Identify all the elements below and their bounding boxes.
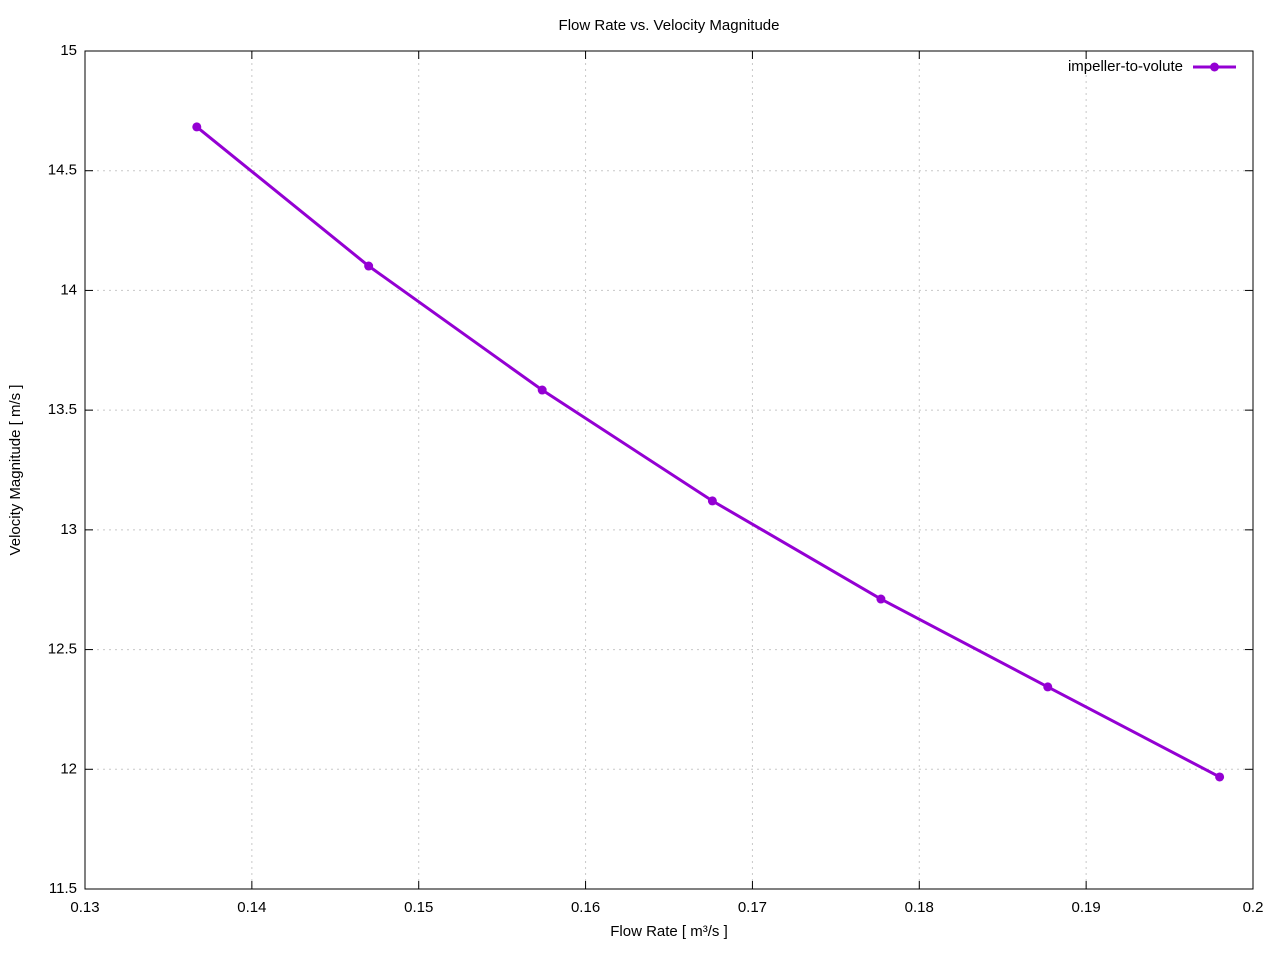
x-tick-label: 0.15 — [404, 899, 433, 916]
data-point — [1215, 772, 1225, 782]
x-tick-label: 0.13 — [70, 899, 99, 916]
data-point — [364, 261, 374, 271]
data-point — [707, 496, 717, 506]
y-tick-label: 15 — [60, 42, 77, 59]
x-tick-label: 0.16 — [571, 899, 600, 916]
x-tick-label: 0.14 — [237, 899, 266, 916]
legend-marker — [1210, 62, 1219, 72]
x-axis-label: Flow Rate [ m³/s ] — [610, 923, 728, 940]
x-tick-label: 0.2 — [1243, 899, 1264, 916]
data-point — [192, 122, 202, 132]
y-tick-label: 14.5 — [48, 162, 77, 179]
plot-frame — [84, 50, 1254, 890]
data-point — [876, 594, 886, 604]
x-tick-label: 0.19 — [1072, 899, 1101, 916]
y-tick-label: 13.5 — [48, 401, 77, 418]
y-tick-label: 12 — [60, 760, 77, 777]
y-tick-label: 13 — [60, 521, 77, 538]
y-tick-label: 11.5 — [49, 880, 77, 897]
data-point — [537, 385, 547, 395]
y-tick-label: 14 — [60, 281, 77, 298]
legend-label: impeller-to-volute — [1068, 58, 1183, 75]
y-tick-label: 12.5 — [48, 641, 77, 658]
x-tick-label: 0.17 — [738, 899, 767, 916]
x-tick-label: 0.18 — [905, 899, 934, 916]
y-axis-label: Velocity Magnitude [ m/s ] — [7, 385, 24, 556]
data-point — [1043, 682, 1053, 692]
chart-title: Flow Rate vs. Velocity Magnitude — [559, 17, 780, 34]
